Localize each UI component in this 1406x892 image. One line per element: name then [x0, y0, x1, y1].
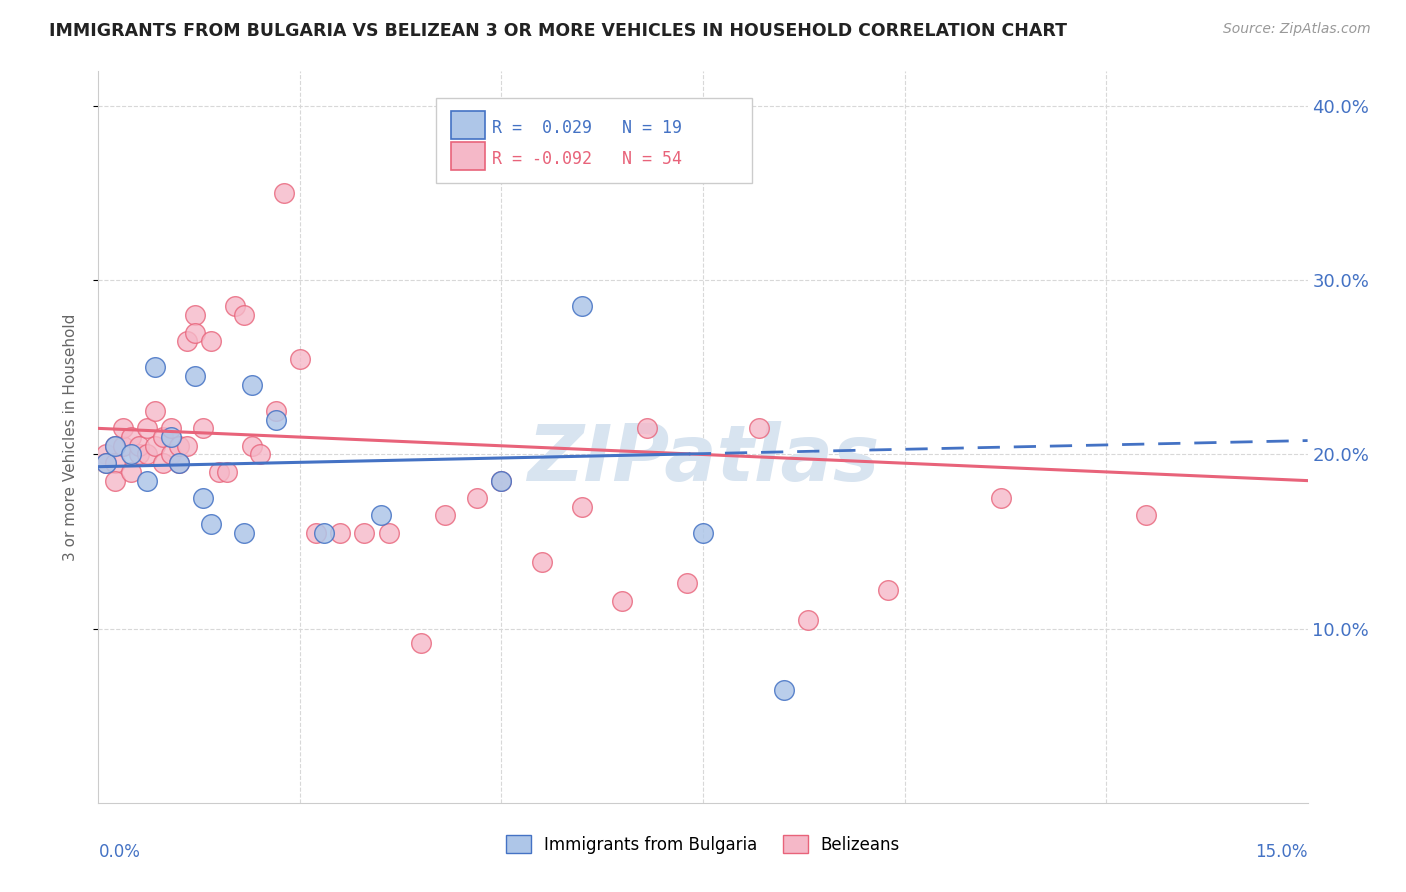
Point [748, 421, 770, 435]
Point [208, 465, 231, 479]
Point [877, 583, 900, 598]
Point [167, 456, 190, 470]
Point [676, 576, 699, 591]
Point [465, 491, 488, 505]
Text: 0.0%: 0.0% [98, 843, 141, 861]
Point [232, 308, 254, 322]
Point [193, 421, 215, 435]
Point [176, 334, 198, 349]
Point [103, 474, 125, 488]
Text: ZIPatlas: ZIPatlas [527, 421, 879, 497]
Text: R = -0.092   N = 54: R = -0.092 N = 54 [492, 150, 682, 168]
Point [264, 412, 287, 426]
Point [120, 465, 142, 479]
Point [377, 525, 399, 540]
Point [772, 682, 794, 697]
Point [1135, 508, 1157, 523]
Point [167, 456, 190, 470]
Legend: Immigrants from Bulgaria, Belizeans: Immigrants from Bulgaria, Belizeans [499, 829, 907, 860]
Point [305, 525, 328, 540]
Text: R =  0.029   N = 19: R = 0.029 N = 19 [492, 119, 682, 136]
Point [96, 448, 118, 462]
Point [143, 360, 166, 375]
Point [143, 439, 166, 453]
Point [111, 439, 134, 453]
Point [193, 491, 215, 505]
Point [152, 456, 174, 470]
Point [103, 439, 125, 453]
Point [200, 334, 222, 349]
Point [224, 300, 246, 314]
Point [797, 613, 820, 627]
Text: IMMIGRANTS FROM BULGARIA VS BELIZEAN 3 OR MORE VEHICLES IN HOUSEHOLD CORRELATION: IMMIGRANTS FROM BULGARIA VS BELIZEAN 3 O… [49, 22, 1067, 40]
Point [571, 300, 593, 314]
Point [329, 525, 352, 540]
Point [240, 439, 263, 453]
Point [692, 525, 714, 540]
Point [103, 439, 125, 453]
Point [184, 326, 207, 340]
Point [160, 421, 183, 435]
Point [128, 439, 150, 453]
Point [143, 404, 166, 418]
Point [314, 525, 336, 540]
Point [135, 474, 157, 488]
Point [370, 508, 392, 523]
Point [273, 186, 295, 201]
Point [200, 517, 222, 532]
Point [249, 448, 271, 462]
Point [264, 404, 287, 418]
Point [409, 635, 432, 649]
Point [240, 377, 263, 392]
Text: 15.0%: 15.0% [1256, 843, 1308, 861]
Point [120, 430, 142, 444]
Point [96, 456, 118, 470]
Point [232, 525, 254, 540]
Point [120, 448, 142, 462]
Point [217, 465, 239, 479]
Point [990, 491, 1012, 505]
Point [184, 369, 207, 384]
Text: Source: ZipAtlas.com: Source: ZipAtlas.com [1223, 22, 1371, 37]
Point [491, 474, 513, 488]
Point [152, 430, 174, 444]
Point [135, 448, 157, 462]
Point [184, 308, 207, 322]
Point [288, 351, 311, 366]
Point [176, 439, 198, 453]
Point [491, 474, 513, 488]
Point [636, 421, 658, 435]
Point [111, 421, 134, 435]
Point [434, 508, 457, 523]
Point [96, 456, 118, 470]
Point [612, 594, 634, 608]
Point [160, 430, 183, 444]
Point [353, 525, 375, 540]
Point [103, 456, 125, 470]
Point [571, 500, 593, 514]
Point [167, 439, 190, 453]
Point [160, 448, 183, 462]
Point [530, 556, 553, 570]
Point [128, 448, 150, 462]
Point [135, 421, 157, 435]
Y-axis label: 3 or more Vehicles in Household: 3 or more Vehicles in Household [63, 313, 77, 561]
